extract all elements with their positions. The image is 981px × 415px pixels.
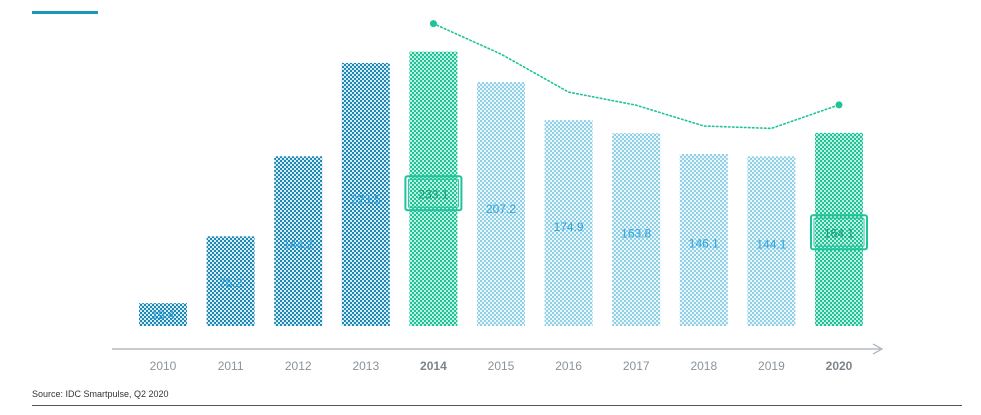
category-label-2016: 2016 (555, 359, 582, 373)
value-label-2011: 76.2 (219, 276, 243, 290)
category-label-2018: 2018 (690, 359, 717, 373)
bottom-rule (32, 405, 962, 406)
trend-point-start (429, 20, 437, 28)
bar-2010 (139, 303, 187, 326)
x-axis-arrow-icon (872, 343, 884, 355)
value-label-2017: 163.8 (621, 226, 651, 240)
bar-2018 (679, 154, 728, 326)
trend-point-end (835, 101, 843, 109)
bar-2013 (341, 62, 390, 327)
bar-2016 (544, 120, 593, 326)
bar-2011 (206, 236, 255, 326)
category-label-2020: 2020 (826, 359, 853, 373)
category-label-2010: 2010 (150, 359, 177, 373)
bar-2019 (747, 156, 796, 326)
value-label-2013: 223.5 (351, 193, 381, 207)
value-label-2012: 144.2 (283, 238, 313, 252)
value-highlight-box-2014 (404, 175, 463, 212)
category-label-2012: 2012 (285, 359, 312, 373)
value-highlight-box-2020 (810, 214, 868, 251)
category-label-2013: 2013 (352, 359, 379, 373)
source-note: Source: IDC Smartpulse, Q2 2020 (32, 389, 169, 399)
bar-chart: 19.4 76.2 144.2 223.5 233.1 207.2 174.9 163.8 14… (112, 20, 884, 373)
category-label-2015: 2015 (488, 359, 515, 373)
value-label-2020: 164.1 (824, 226, 854, 240)
value-label-2014: 233.1 (418, 187, 448, 201)
category-label-2011: 2011 (218, 359, 244, 373)
accent-rule (32, 11, 98, 14)
value-label-2010: 19.4 (151, 308, 175, 322)
category-label-2019: 2019 (758, 359, 785, 373)
category-label-2017: 2017 (623, 359, 650, 373)
bar-2020 (815, 132, 863, 326)
bar-2012 (274, 156, 323, 326)
trend-line (432, 22, 840, 130)
bar-2015 (477, 82, 525, 326)
value-label-2018: 146.1 (689, 236, 719, 250)
value-label-2016: 174.9 (554, 220, 584, 234)
value-label-2015: 207.2 (486, 202, 516, 216)
value-label-2019: 144.1 (756, 238, 786, 252)
bar-2014 (409, 51, 458, 327)
bar-2017 (612, 133, 661, 326)
category-label-2014: 2014 (420, 359, 447, 373)
